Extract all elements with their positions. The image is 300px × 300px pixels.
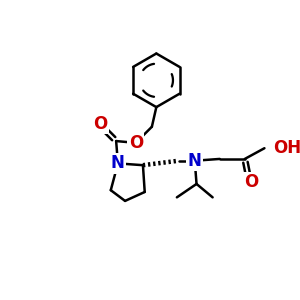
Text: O: O: [129, 134, 143, 152]
Text: O: O: [244, 173, 258, 191]
Text: N: N: [188, 152, 202, 170]
Text: N: N: [111, 154, 125, 172]
Text: O: O: [93, 115, 107, 133]
Text: OH: OH: [273, 139, 300, 157]
